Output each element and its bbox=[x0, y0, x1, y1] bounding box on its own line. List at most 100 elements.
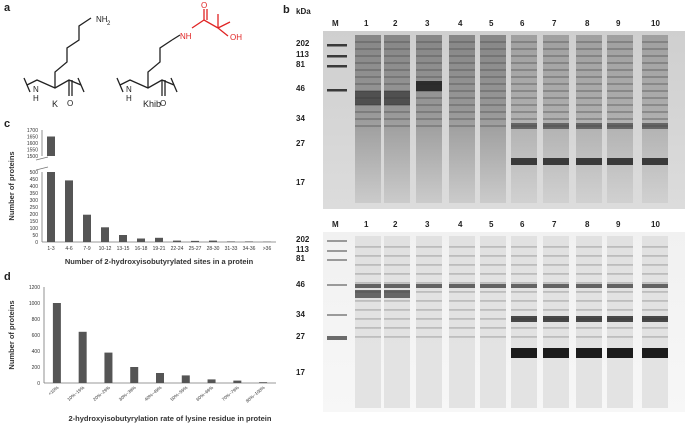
chart-c-ytick-label: 450 bbox=[30, 177, 39, 183]
chart-d-ytick-label: 0 bbox=[37, 381, 40, 387]
top-lane-label-7: 7 bbox=[552, 19, 557, 28]
chart-c-xlabel: Number of 2-hydroxyisobutyrylated sites … bbox=[65, 257, 254, 266]
top-gel-lane bbox=[576, 35, 602, 203]
chart-c-bar bbox=[83, 214, 91, 242]
structure-k-label: K bbox=[52, 99, 59, 109]
top-gel-lane bbox=[480, 35, 506, 203]
khib-hydroxyl: OH bbox=[230, 33, 242, 42]
chart-d-xtick-label: 80%~100% bbox=[245, 385, 266, 404]
chart-c-ytick-label: 200 bbox=[30, 212, 39, 218]
bottom-marker-27: 27 bbox=[296, 332, 305, 341]
k-amine-label: NH bbox=[96, 15, 108, 24]
chart-d-xtick-label: 20%~29% bbox=[92, 385, 111, 402]
chart-c-ytick-label: 1550 bbox=[27, 148, 38, 154]
bottom-lane-label-3: 3 bbox=[425, 220, 430, 229]
chart-d-xlabel: 2-hydroxyisobutyrylation rate of lysine … bbox=[69, 414, 272, 423]
top-gel-lane bbox=[416, 35, 442, 203]
chart-d-xtick-label: 70%~79% bbox=[221, 385, 240, 402]
k-carbonyl-o: O bbox=[67, 99, 73, 108]
bottom-lane-label-1: 1 bbox=[364, 220, 369, 229]
chart-d-xtick-label: 30%~39% bbox=[118, 385, 137, 402]
chart-c-xtick-label: 19-21 bbox=[153, 246, 166, 252]
top-marker-17: 17 bbox=[296, 178, 305, 187]
bottom-gel-lane bbox=[449, 236, 475, 408]
top-lane-label-10: 10 bbox=[651, 19, 660, 28]
chart-c-bar bbox=[155, 237, 163, 242]
chart-c-bar bbox=[137, 238, 145, 242]
top-gel-marker-band bbox=[327, 89, 347, 92]
chart-d-ytick-label: 400 bbox=[32, 349, 41, 355]
top-lane-label-3: 3 bbox=[425, 19, 430, 28]
chart-c-bar-upper bbox=[47, 136, 55, 156]
chart-d-xtick-label: <10% bbox=[47, 385, 59, 396]
chart-d-ytick-label: 1000 bbox=[29, 301, 40, 307]
chart-c-xtick-label: 4-6 bbox=[65, 246, 72, 252]
khib-backbone-n: N bbox=[126, 85, 132, 94]
bottom-marker-81: 81 bbox=[296, 254, 305, 263]
chart-c-bar bbox=[245, 241, 253, 242]
bottom-lane-label-8: 8 bbox=[585, 220, 590, 229]
khib-modification bbox=[191, 9, 231, 37]
chart-c-sites-histogram: 0501001502002503003504004505001500155016… bbox=[7, 128, 276, 266]
top-gel-lane bbox=[511, 35, 537, 203]
chart-c-ytick-label: 1600 bbox=[27, 141, 38, 147]
chart-c-ytick-label: 300 bbox=[30, 198, 39, 204]
bottom-gel-lane bbox=[480, 236, 506, 408]
bottom-lane-label-4: 4 bbox=[458, 220, 463, 229]
bottom-lane-label-2: 2 bbox=[393, 220, 398, 229]
top-gel-lane bbox=[449, 35, 475, 203]
khib-backbone-o: O bbox=[160, 99, 166, 108]
chart-d-xtick-label: 40%~49% bbox=[144, 385, 163, 402]
chart-c-ytick-label: 350 bbox=[30, 191, 39, 197]
chart-d-ylabel: Number of proteins bbox=[7, 300, 16, 369]
top-marker-202: 202 bbox=[296, 39, 310, 48]
bottom-lane-label-10: 10 bbox=[651, 220, 660, 229]
chart-d-ytick-label: 200 bbox=[32, 365, 41, 371]
bottom-marker-202: 202 bbox=[296, 235, 310, 244]
khib-backbone-h: H bbox=[126, 94, 132, 103]
chart-c-xtick-label: 34-36 bbox=[243, 246, 256, 252]
top-lane-label-5: 5 bbox=[489, 19, 494, 28]
chart-c-bar bbox=[47, 172, 55, 242]
chart-d-bar bbox=[156, 373, 164, 383]
chart-d-xtick-label: 50%~59% bbox=[169, 385, 188, 402]
top-lane-label-2: 2 bbox=[393, 19, 398, 28]
chart-d-bar bbox=[104, 352, 113, 383]
bottom-lane-label-5: 5 bbox=[489, 220, 494, 229]
panel-letter-d: d bbox=[4, 271, 11, 283]
chart-c-ytick-label: 400 bbox=[30, 184, 39, 190]
k-amine-subscript: 2 bbox=[107, 21, 111, 27]
panel-letter-a: a bbox=[4, 2, 11, 14]
top-lane-label-1: 1 bbox=[364, 19, 369, 28]
chart-d-xtick-label: 10%~19% bbox=[66, 385, 85, 402]
bottom-marker-113: 113 bbox=[296, 245, 309, 254]
chart-c-xtick-label: 1-3 bbox=[47, 246, 54, 252]
top-lane-label-4: 4 bbox=[458, 19, 463, 28]
k-backbone-h: H bbox=[33, 94, 39, 103]
bottom-lane-label-6: 6 bbox=[520, 220, 525, 229]
chart-c-xtick-label: 25-27 bbox=[189, 246, 202, 252]
top-gel-lane bbox=[355, 35, 381, 203]
chart-d-bar bbox=[233, 380, 242, 383]
bottom-gel-lane bbox=[384, 236, 410, 408]
chart-c-xtick-label: 22-24 bbox=[171, 246, 184, 252]
chart-d-rate-histogram: 0 200 400 600 800 1000 1200 <10% 10%~19% 20%~29% 3… bbox=[7, 285, 276, 423]
bottom-gel-lane bbox=[355, 236, 381, 408]
chart-c-xtick-label: >36 bbox=[263, 246, 272, 252]
top-marker-46: 46 bbox=[296, 84, 305, 93]
chart-c-xtick-label: 13-15 bbox=[117, 246, 130, 252]
top-gel-lane bbox=[607, 35, 633, 203]
panel-letter-c: c bbox=[4, 118, 11, 130]
khib-amide-nh: NH bbox=[180, 32, 192, 41]
chart-c-bar bbox=[173, 240, 181, 242]
chart-c-ytick-label: 0 bbox=[35, 240, 38, 246]
structure-khib bbox=[116, 34, 181, 96]
chart-d-bar bbox=[52, 303, 61, 383]
structure-khib-label: Khib bbox=[143, 99, 162, 109]
top-gel-marker-band bbox=[327, 55, 347, 58]
chart-c-bar bbox=[209, 240, 217, 242]
chart-c-axis-break bbox=[35, 156, 49, 171]
chart-c-ylabel: Number of proteins bbox=[7, 151, 16, 220]
bottom-marker-17: 17 bbox=[296, 368, 305, 377]
chart-c-xtick-label: 28-30 bbox=[207, 246, 220, 252]
